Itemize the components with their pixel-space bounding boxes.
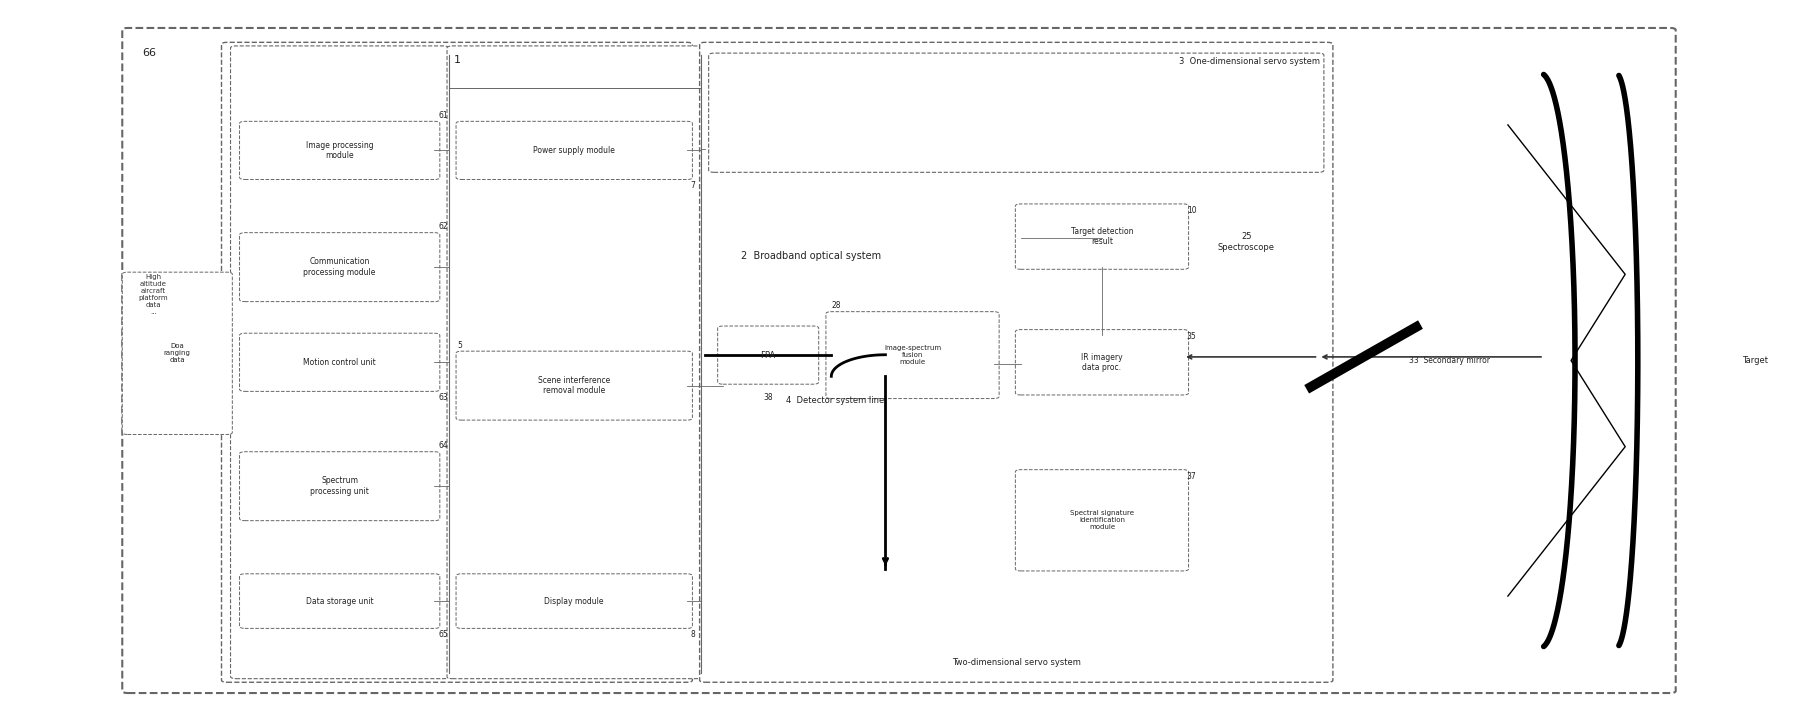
Text: 63: 63 bbox=[437, 393, 448, 402]
Text: Target detection
result: Target detection result bbox=[1072, 227, 1133, 247]
Text: 28: 28 bbox=[831, 301, 840, 310]
Text: Spectral signature
identification
module: Spectral signature identification module bbox=[1070, 510, 1135, 531]
FancyBboxPatch shape bbox=[826, 311, 999, 399]
FancyBboxPatch shape bbox=[699, 43, 1334, 682]
FancyBboxPatch shape bbox=[1016, 204, 1189, 269]
Text: Image-spectrum
fusion
module: Image-spectrum fusion module bbox=[884, 345, 941, 365]
Text: Spectrum
processing unit: Spectrum processing unit bbox=[311, 477, 369, 496]
Text: 2  Broadband optical system: 2 Broadband optical system bbox=[741, 252, 882, 261]
Text: 65: 65 bbox=[437, 630, 448, 639]
Text: 1: 1 bbox=[454, 56, 461, 66]
Text: 37: 37 bbox=[1187, 472, 1196, 481]
FancyBboxPatch shape bbox=[455, 121, 692, 180]
FancyBboxPatch shape bbox=[240, 233, 439, 301]
Text: Motion control unit: Motion control unit bbox=[304, 358, 376, 367]
FancyBboxPatch shape bbox=[240, 452, 439, 521]
Text: Target: Target bbox=[1742, 356, 1769, 365]
Text: Power supply module: Power supply module bbox=[533, 146, 614, 155]
Text: 66: 66 bbox=[143, 48, 155, 58]
FancyBboxPatch shape bbox=[1016, 329, 1189, 395]
Text: 33  Secondary mirror: 33 Secondary mirror bbox=[1409, 356, 1489, 365]
Text: Doa
ranging
data: Doa ranging data bbox=[164, 343, 192, 363]
Text: 4  Detector system line: 4 Detector system line bbox=[786, 396, 884, 404]
FancyBboxPatch shape bbox=[708, 53, 1325, 172]
Text: IR imagery
data proc.: IR imagery data proc. bbox=[1081, 353, 1122, 372]
Text: 64: 64 bbox=[437, 441, 448, 451]
Text: 25
Spectroscope: 25 Spectroscope bbox=[1218, 232, 1274, 252]
FancyBboxPatch shape bbox=[240, 574, 439, 629]
Text: 5: 5 bbox=[457, 341, 463, 350]
FancyBboxPatch shape bbox=[455, 574, 692, 629]
Text: 62: 62 bbox=[437, 222, 448, 231]
Text: Communication
processing module: Communication processing module bbox=[304, 257, 376, 277]
Text: Data storage unit: Data storage unit bbox=[305, 596, 374, 606]
Text: 10: 10 bbox=[1187, 206, 1196, 215]
Text: 35: 35 bbox=[1187, 332, 1196, 341]
Text: Two-dimensional servo system: Two-dimensional servo system bbox=[952, 658, 1081, 667]
Text: FPA: FPA bbox=[761, 350, 775, 360]
FancyBboxPatch shape bbox=[717, 326, 819, 384]
FancyBboxPatch shape bbox=[123, 272, 233, 435]
FancyBboxPatch shape bbox=[455, 351, 692, 420]
FancyBboxPatch shape bbox=[123, 28, 1675, 693]
Text: Image processing
module: Image processing module bbox=[305, 141, 374, 160]
Text: 8: 8 bbox=[690, 630, 696, 639]
Text: High
altitude
aircraft
platform
data
...: High altitude aircraft platform data ... bbox=[139, 274, 168, 315]
Text: 7: 7 bbox=[690, 181, 696, 190]
FancyBboxPatch shape bbox=[1016, 469, 1189, 571]
FancyBboxPatch shape bbox=[240, 121, 439, 180]
Text: Scene interference
removal module: Scene interference removal module bbox=[538, 376, 611, 395]
FancyBboxPatch shape bbox=[222, 43, 692, 682]
Text: 38: 38 bbox=[763, 393, 773, 402]
Text: Display module: Display module bbox=[544, 596, 604, 606]
FancyBboxPatch shape bbox=[231, 46, 448, 678]
FancyBboxPatch shape bbox=[240, 333, 439, 392]
Text: 3  One-dimensional servo system: 3 One-dimensional servo system bbox=[1180, 58, 1321, 66]
FancyBboxPatch shape bbox=[446, 46, 701, 678]
Text: 61: 61 bbox=[437, 111, 448, 120]
